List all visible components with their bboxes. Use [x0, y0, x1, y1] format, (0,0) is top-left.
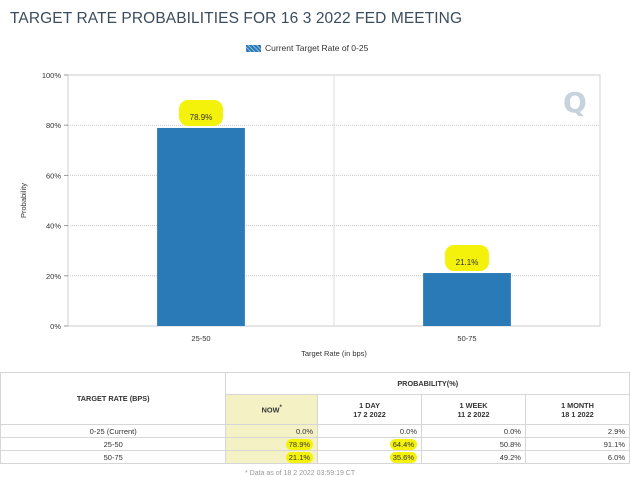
col-1-month[interactable]: 1 MONTH 18 1 2022 — [524, 394, 630, 425]
x-tick-label: 50-75 — [457, 334, 476, 343]
month-cell: 6.0% — [524, 450, 630, 464]
rate-cell: 50-75 — [0, 450, 227, 464]
month-cell: 91.1% — [524, 437, 630, 451]
x-tick-label: 25-50 — [191, 334, 210, 343]
chart-area: 0% 20% 40% 60% 80% 100% 78.9% 25-50 21.1% 50-75 Ta… — [0, 36, 630, 366]
month-cell: 2.9% — [524, 424, 630, 438]
y-tick-label: 40% — [46, 222, 61, 231]
bar — [157, 127, 245, 326]
bar-value-label: 21.1% — [456, 258, 479, 267]
table-row: 25-50 78.9% 64.4% 50.8% 91.1% — [0, 437, 630, 451]
col-1-week[interactable]: 1 WEEK 11 2 2022 — [421, 394, 526, 425]
y-tick-label: 80% — [46, 121, 61, 130]
data-timestamp: * Data as of 18 2 2022 03:59:19 CT — [245, 470, 356, 477]
bar-chart: 0% 20% 40% 60% 80% 100% 78.9% 25-50 21.1% 50-75 Ta… — [19, 71, 601, 358]
week-cell: 50.8% — [421, 437, 526, 451]
y-axis-label: Probability — [19, 183, 28, 218]
col-1-day[interactable]: 1 DAY 17 2 2022 — [317, 394, 423, 425]
legend-label: Current Target Rate of 0-25 — [265, 43, 369, 53]
rate-cell: 0-25 (Current) — [0, 424, 227, 438]
page-title: TARGET RATE PROBABILITIES FOR 16 3 2022 … — [10, 10, 463, 27]
bar-value-label: 78.9% — [190, 113, 213, 122]
table-row: 50-75 21.1% 35.6% 49.2% 6.0% — [0, 450, 630, 464]
x-axis-label: Target Rate (in bps) — [301, 349, 367, 358]
day-cell: 64.4% — [317, 437, 423, 451]
header-probability: PROBABILITY(%) — [225, 372, 630, 395]
chart-legend[interactable]: Current Target Rate of 0-25 — [246, 43, 368, 53]
week-cell: 49.2% — [421, 450, 526, 464]
rate-cell: 25-50 — [0, 437, 227, 451]
watermark-logo: Q — [563, 86, 587, 119]
label-highlight — [445, 245, 489, 272]
label-highlight — [179, 99, 223, 126]
probability-table: TARGET RATE (BPS) PROBABILITY(%) NOW* 1 … — [0, 372, 630, 464]
col-now[interactable]: NOW* — [225, 394, 319, 425]
day-cell: 35.6% — [317, 450, 423, 464]
y-tick-label: 20% — [46, 272, 61, 281]
now-cell: 0.0% — [225, 424, 319, 438]
now-cell: 21.1% — [225, 450, 319, 464]
y-tick-label: 100% — [42, 71, 62, 80]
now-cell: 78.9% — [225, 437, 319, 451]
y-tick-label: 0% — [50, 322, 61, 331]
bar — [423, 273, 511, 326]
week-cell: 0.0% — [421, 424, 526, 438]
legend-swatch — [246, 44, 261, 52]
y-tick-label: 60% — [46, 171, 61, 180]
day-cell: 0.0% — [317, 424, 423, 438]
header-target-rate: TARGET RATE (BPS) — [0, 372, 227, 425]
table-row: 0-25 (Current) 0.0% 0.0% 0.0% 2.9% — [0, 424, 630, 438]
